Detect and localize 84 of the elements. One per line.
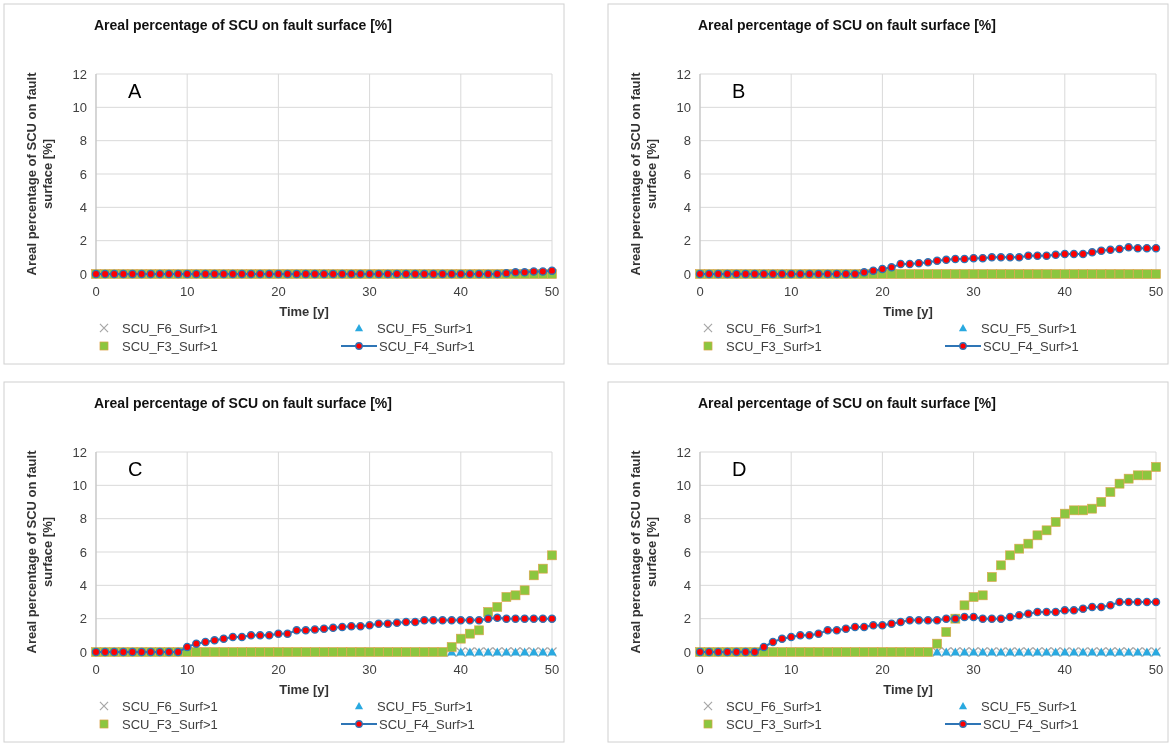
y-tick-label: 2 (683, 611, 691, 627)
legend-label: SCU_F4_Surf>1 (983, 716, 1079, 732)
y-tick-label: 8 (683, 133, 691, 149)
y-tick-label: 12 (676, 66, 691, 82)
legend-label: SCU_F3_Surf>1 (726, 338, 822, 354)
y-tick-label: 10 (676, 99, 691, 115)
legend-label: SCU_F4_Surf>1 (983, 338, 1079, 354)
annotation: D (732, 458, 747, 480)
y-tick-label: 4 (683, 199, 691, 215)
x-tick-label: 10 (783, 662, 799, 677)
x-tick-label: 30 (362, 284, 377, 299)
y-axis-title: Areal percentage of SCU on fault surface [%] (628, 71, 659, 276)
x-tick-label: 20 (875, 284, 890, 299)
x-tick-label: 20 (271, 284, 286, 299)
x-axis-title: Time [y] (883, 304, 933, 319)
x-tick-label: 20 (875, 662, 890, 677)
y-tick-label: 8 (79, 133, 87, 149)
x-tick-label: 50 (544, 284, 560, 299)
y-tick-label: 12 (72, 444, 87, 460)
x-tick-label: 30 (966, 662, 981, 677)
legend-label: SCU_F5_Surf>1 (981, 698, 1077, 714)
y-tick-label: 10 (72, 477, 87, 493)
x-axis-title: Time [y] (279, 304, 329, 319)
y-tick-label: 8 (79, 511, 87, 527)
chart-title: Areal percentage of SCU on fault surface [%] (94, 395, 392, 411)
y-tick-label: 10 (72, 99, 87, 115)
x-axis-title: Time [y] (279, 682, 329, 697)
y-tick-label: 2 (79, 611, 87, 627)
legend-label: SCU_F3_Surf>1 (726, 716, 822, 732)
x-tick-label: 0 (696, 662, 704, 677)
legend-label: SCU_F3_Surf>1 (122, 716, 218, 732)
annotation: A (128, 80, 142, 102)
x-tick-label: 0 (696, 284, 704, 299)
x-tick-label: 10 (783, 284, 799, 299)
y-tick-label: 6 (79, 544, 87, 560)
legend-label: SCU_F6_Surf>1 (122, 320, 218, 336)
legend-label: SCU_F5_Surf>1 (377, 320, 473, 336)
annotation: C (128, 458, 143, 480)
chart-title: Areal percentage of SCU on fault surface [%] (698, 17, 996, 33)
y-tick-label: 8 (683, 511, 691, 527)
y-tick-label: 0 (79, 266, 87, 282)
y-tick-label: 6 (683, 544, 691, 560)
y-axis-title: Areal percentage of SCU on fault surface [%] (628, 449, 659, 654)
y-tick-label: 2 (79, 233, 87, 249)
y-tick-label: 4 (79, 199, 87, 215)
x-tick-label: 40 (1057, 284, 1073, 299)
legend-label: SCU_F6_Surf>1 (122, 698, 218, 714)
x-tick-label: 50 (1148, 662, 1164, 677)
y-tick-label: 2 (683, 233, 691, 249)
x-tick-label: 10 (179, 662, 195, 677)
legend-label: SCU_F4_Surf>1 (379, 338, 475, 354)
y-tick-label: 12 (676, 444, 691, 460)
y-axis-title: Areal percentage of SCU on fault surface [%] (24, 71, 55, 276)
y-tick-label: 6 (79, 166, 87, 182)
annotation: B (732, 80, 746, 102)
y-tick-label: 4 (683, 577, 691, 593)
legend-label: SCU_F3_Surf>1 (122, 338, 218, 354)
chart-title: Areal percentage of SCU on fault surface [%] (94, 17, 392, 33)
x-tick-label: 40 (453, 284, 469, 299)
legend-label: SCU_F5_Surf>1 (981, 320, 1077, 336)
y-tick-label: 12 (72, 66, 87, 82)
y-tick-label: 0 (683, 266, 691, 282)
x-axis-title: Time [y] (883, 682, 933, 697)
x-tick-label: 10 (179, 284, 195, 299)
x-tick-label: 20 (271, 662, 286, 677)
y-axis-title: Areal percentage of SCU on fault surface [%] (24, 449, 55, 654)
x-tick-label: 0 (92, 662, 100, 677)
legend-label: SCU_F6_Surf>1 (726, 320, 822, 336)
x-tick-label: 30 (362, 662, 377, 677)
x-tick-label: 40 (453, 662, 469, 677)
legend-label: SCU_F6_Surf>1 (726, 698, 822, 714)
x-tick-label: 30 (966, 284, 981, 299)
y-tick-label: 6 (683, 166, 691, 182)
legend-label: SCU_F4_Surf>1 (379, 716, 475, 732)
y-tick-label: 10 (676, 477, 691, 493)
x-tick-label: 50 (1148, 284, 1164, 299)
legend-label: SCU_F5_Surf>1 (377, 698, 473, 714)
y-tick-label: 0 (79, 644, 87, 660)
y-tick-label: 0 (683, 644, 691, 660)
y-tick-label: 4 (79, 577, 87, 593)
x-tick-label: 40 (1057, 662, 1073, 677)
x-tick-label: 0 (92, 284, 100, 299)
x-tick-label: 50 (544, 662, 560, 677)
chart-title: Areal percentage of SCU on fault surface [%] (698, 395, 996, 411)
